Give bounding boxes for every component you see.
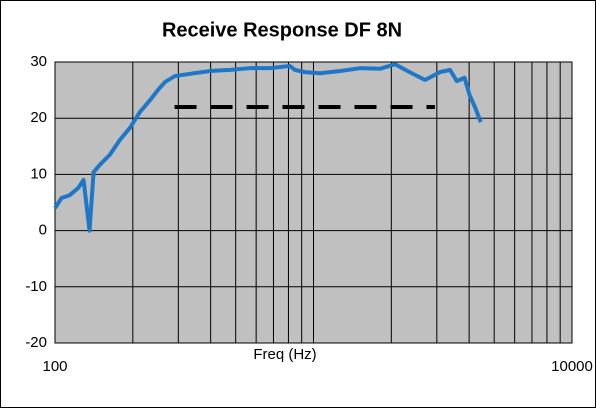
y-tick-label: -10 bbox=[25, 278, 47, 295]
y-tick-label: 30 bbox=[30, 53, 47, 70]
data-line bbox=[53, 62, 483, 233]
y-tick-label: 20 bbox=[30, 109, 47, 126]
chart-title: Receive Response DF 8N bbox=[162, 19, 402, 41]
y-tick-label: 10 bbox=[30, 165, 47, 182]
x-tick-label: 10000 bbox=[551, 358, 593, 375]
x-axis-label: Freq (Hz) bbox=[253, 346, 316, 363]
y-tick-label: -20 bbox=[25, 334, 47, 351]
x-tick-label: 100 bbox=[42, 358, 67, 375]
y-tick-label: 0 bbox=[39, 222, 47, 239]
